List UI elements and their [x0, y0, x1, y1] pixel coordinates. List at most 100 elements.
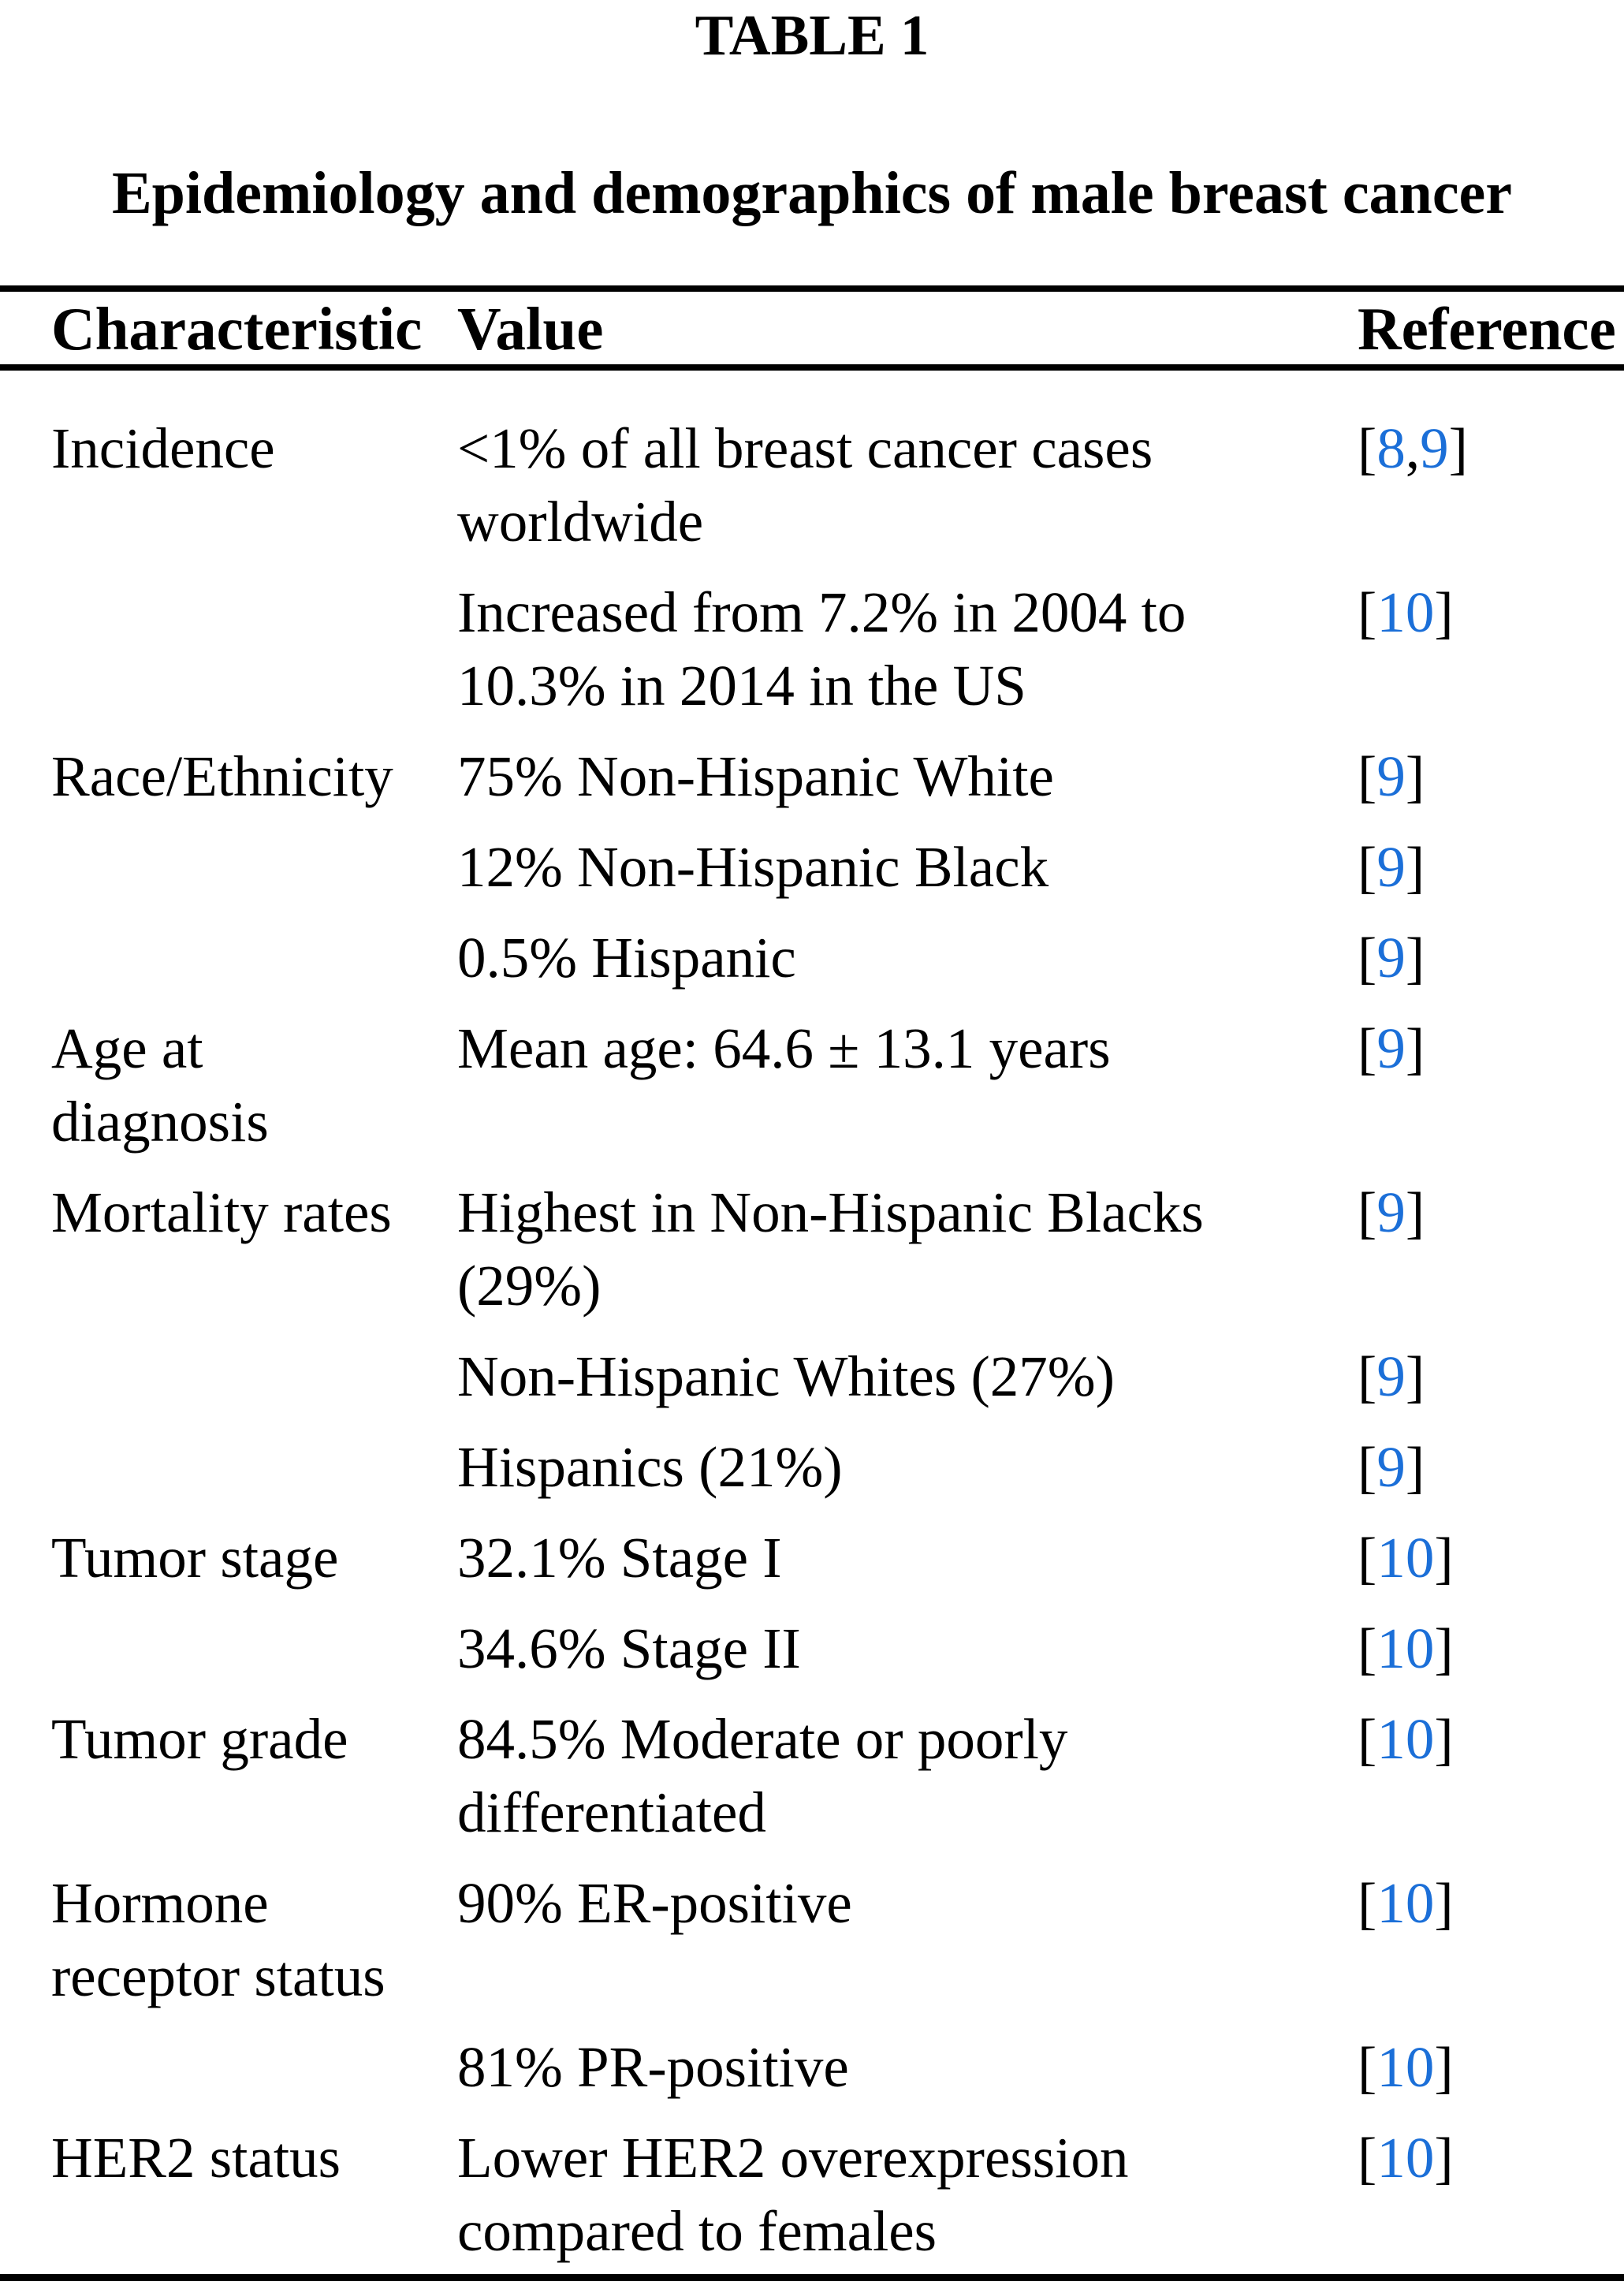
reference-cell: [10]	[1358, 1866, 1624, 2013]
citation-link[interactable]: 9	[1376, 1435, 1406, 1499]
citation-link[interactable]: 9	[1376, 835, 1406, 899]
ref-bracket-open: [	[1358, 1435, 1377, 1499]
table-row: Race/Ethnicity 75% Non-Hispanic White [9…	[51, 740, 1624, 813]
ref-bracket-close: ]	[1405, 1435, 1425, 1499]
value-cell: 90% ER-positive	[457, 1871, 852, 1935]
characteristic-cell: Race/Ethnicity	[51, 744, 393, 808]
value-cell: Hispanics (21%)	[457, 1435, 843, 1499]
table-row: Incidence <1% of all breast cancer cases…	[51, 412, 1624, 558]
reference-cell: [9]	[1358, 740, 1624, 813]
ref-bracket-open: [	[1358, 744, 1377, 808]
ref-bracket-close: ]	[1434, 1526, 1454, 1590]
reference-cell: [10]	[1358, 2121, 1624, 2268]
ref-bracket-close: ]	[1405, 744, 1425, 808]
table-row: Non-Hispanic Whites (27%) [9]	[51, 1340, 1624, 1413]
table-row: Tumor stage 32.1% Stage I [10]	[51, 1521, 1624, 1594]
value-cell: Lower HER2 overexpression compared to fe…	[457, 2126, 1129, 2263]
table-body: Incidence <1% of all breast cancer cases…	[0, 371, 1624, 2268]
citation-link[interactable]: 10	[1376, 1526, 1435, 1590]
ref-bracket-close: ]	[1405, 926, 1425, 990]
ref-bracket-open: [	[1358, 2126, 1377, 2190]
column-header-reference: Reference	[1358, 295, 1616, 363]
column-header-characteristic: Characteristic	[51, 295, 423, 363]
citation-link[interactable]: 9	[1376, 1344, 1406, 1408]
ref-bracket-close: ]	[1434, 1871, 1454, 1935]
table-title: Epidemiology and demographics of male br…	[111, 160, 1513, 226]
citation-link[interactable]: 8	[1376, 416, 1406, 480]
table-row: Hispanics (21%) [9]	[51, 1430, 1624, 1504]
header-rule	[0, 364, 1624, 371]
ref-bracket-close: ]	[1448, 416, 1468, 480]
table-row: 12% Non-Hispanic Black [9]	[51, 830, 1624, 904]
ref-bracket-open: [	[1358, 1707, 1377, 1771]
value-cell: Non-Hispanic Whites (27%)	[457, 1344, 1115, 1408]
characteristic-cell: Mortality rates	[51, 1180, 392, 1244]
citation-link[interactable]: 9	[1376, 744, 1406, 808]
ref-bracket-open: [	[1358, 1180, 1377, 1244]
table-row: Mortality rates Highest in Non-Hispanic …	[51, 1176, 1624, 1322]
reference-cell: [8,9]	[1358, 412, 1624, 558]
ref-bracket-close: ]	[1434, 1707, 1454, 1771]
characteristic-cell	[51, 830, 457, 904]
ref-comma: ,	[1405, 416, 1421, 480]
ref-bracket-open: [	[1358, 416, 1377, 480]
characteristic-cell: Age at diagnosis	[51, 1016, 269, 1154]
table-header-row: Characteristic Value Reference	[0, 292, 1624, 364]
citation-link[interactable]: 10	[1376, 1871, 1435, 1935]
characteristic-cell	[51, 921, 457, 994]
reference-cell: [9]	[1358, 1012, 1624, 1158]
ref-bracket-close: ]	[1405, 835, 1425, 899]
characteristic-cell: Incidence	[51, 416, 275, 480]
citation-link[interactable]: 10	[1376, 2126, 1435, 2190]
characteristic-cell	[51, 576, 457, 722]
value-cell: 84.5% Moderate or poorly differentiated	[457, 1707, 1068, 1844]
citation-link[interactable]: 9	[1376, 926, 1406, 990]
reference-cell: [9]	[1358, 1340, 1624, 1413]
ref-bracket-open: [	[1358, 926, 1377, 990]
reference-cell: [9]	[1358, 1176, 1624, 1322]
ref-bracket-close: ]	[1434, 2126, 1454, 2190]
ref-bracket-open: [	[1358, 1344, 1377, 1408]
citation-link[interactable]: 10	[1376, 580, 1435, 644]
citation-link[interactable]: 10	[1376, 2035, 1435, 2099]
citation-link[interactable]: 9	[1376, 1016, 1406, 1080]
table-row: Tumor grade 84.5% Moderate or poorly dif…	[51, 1702, 1624, 1849]
ref-bracket-close: ]	[1434, 1616, 1454, 1680]
table-row: 81% PR-positive [10]	[51, 2030, 1624, 2104]
value-cell: Highest in Non-Hispanic Blacks (29%)	[457, 1180, 1204, 1318]
characteristic-cell: Tumor stage	[51, 1526, 339, 1590]
reference-cell: [10]	[1358, 1521, 1624, 1594]
citation-link[interactable]: 10	[1376, 1616, 1435, 1680]
ref-bracket-close: ]	[1405, 1180, 1425, 1244]
value-cell: 32.1% Stage I	[457, 1526, 782, 1590]
ref-bracket-open: [	[1358, 1871, 1377, 1935]
ref-bracket-open: [	[1358, 580, 1377, 644]
table-row: HER2 status Lower HER2 overexpression co…	[51, 2121, 1624, 2268]
table-row: Age at diagnosis Mean age: 64.6 ± 13.1 y…	[51, 1012, 1624, 1158]
reference-cell: [10]	[1358, 2030, 1624, 2104]
reference-cell: [9]	[1358, 921, 1624, 994]
reference-cell: [10]	[1358, 576, 1624, 722]
value-cell: <1% of all breast cancer cases worldwide	[457, 416, 1153, 554]
ref-bracket-close: ]	[1405, 1344, 1425, 1408]
top-rule	[0, 285, 1624, 292]
citation-link[interactable]: 10	[1376, 1707, 1435, 1771]
value-cell: 81% PR-positive	[457, 2035, 849, 2099]
value-cell: Mean age: 64.6 ± 13.1 years	[457, 1016, 1111, 1080]
citation-link[interactable]: 9	[1420, 416, 1449, 480]
ref-bracket-open: [	[1358, 1016, 1377, 1080]
citation-link[interactable]: 9	[1376, 1180, 1406, 1244]
value-cell: Increased from 7.2% in 2004 to 10.3% in …	[457, 580, 1186, 718]
value-cell: 34.6% Stage II	[457, 1616, 801, 1680]
reference-cell: [10]	[1358, 1702, 1624, 1849]
characteristic-cell	[51, 2030, 457, 2104]
value-cell: 12% Non-Hispanic Black	[457, 835, 1049, 899]
value-cell: 75% Non-Hispanic White	[457, 744, 1054, 808]
ref-bracket-open: [	[1358, 835, 1377, 899]
table-row: 0.5% Hispanic [9]	[51, 921, 1624, 994]
table-row: Increased from 7.2% in 2004 to 10.3% in …	[51, 576, 1624, 722]
characteristic-cell: Hormone receptor status	[51, 1871, 386, 2008]
ref-bracket-open: [	[1358, 1616, 1377, 1680]
table-row: 34.6% Stage II [10]	[51, 1612, 1624, 1685]
